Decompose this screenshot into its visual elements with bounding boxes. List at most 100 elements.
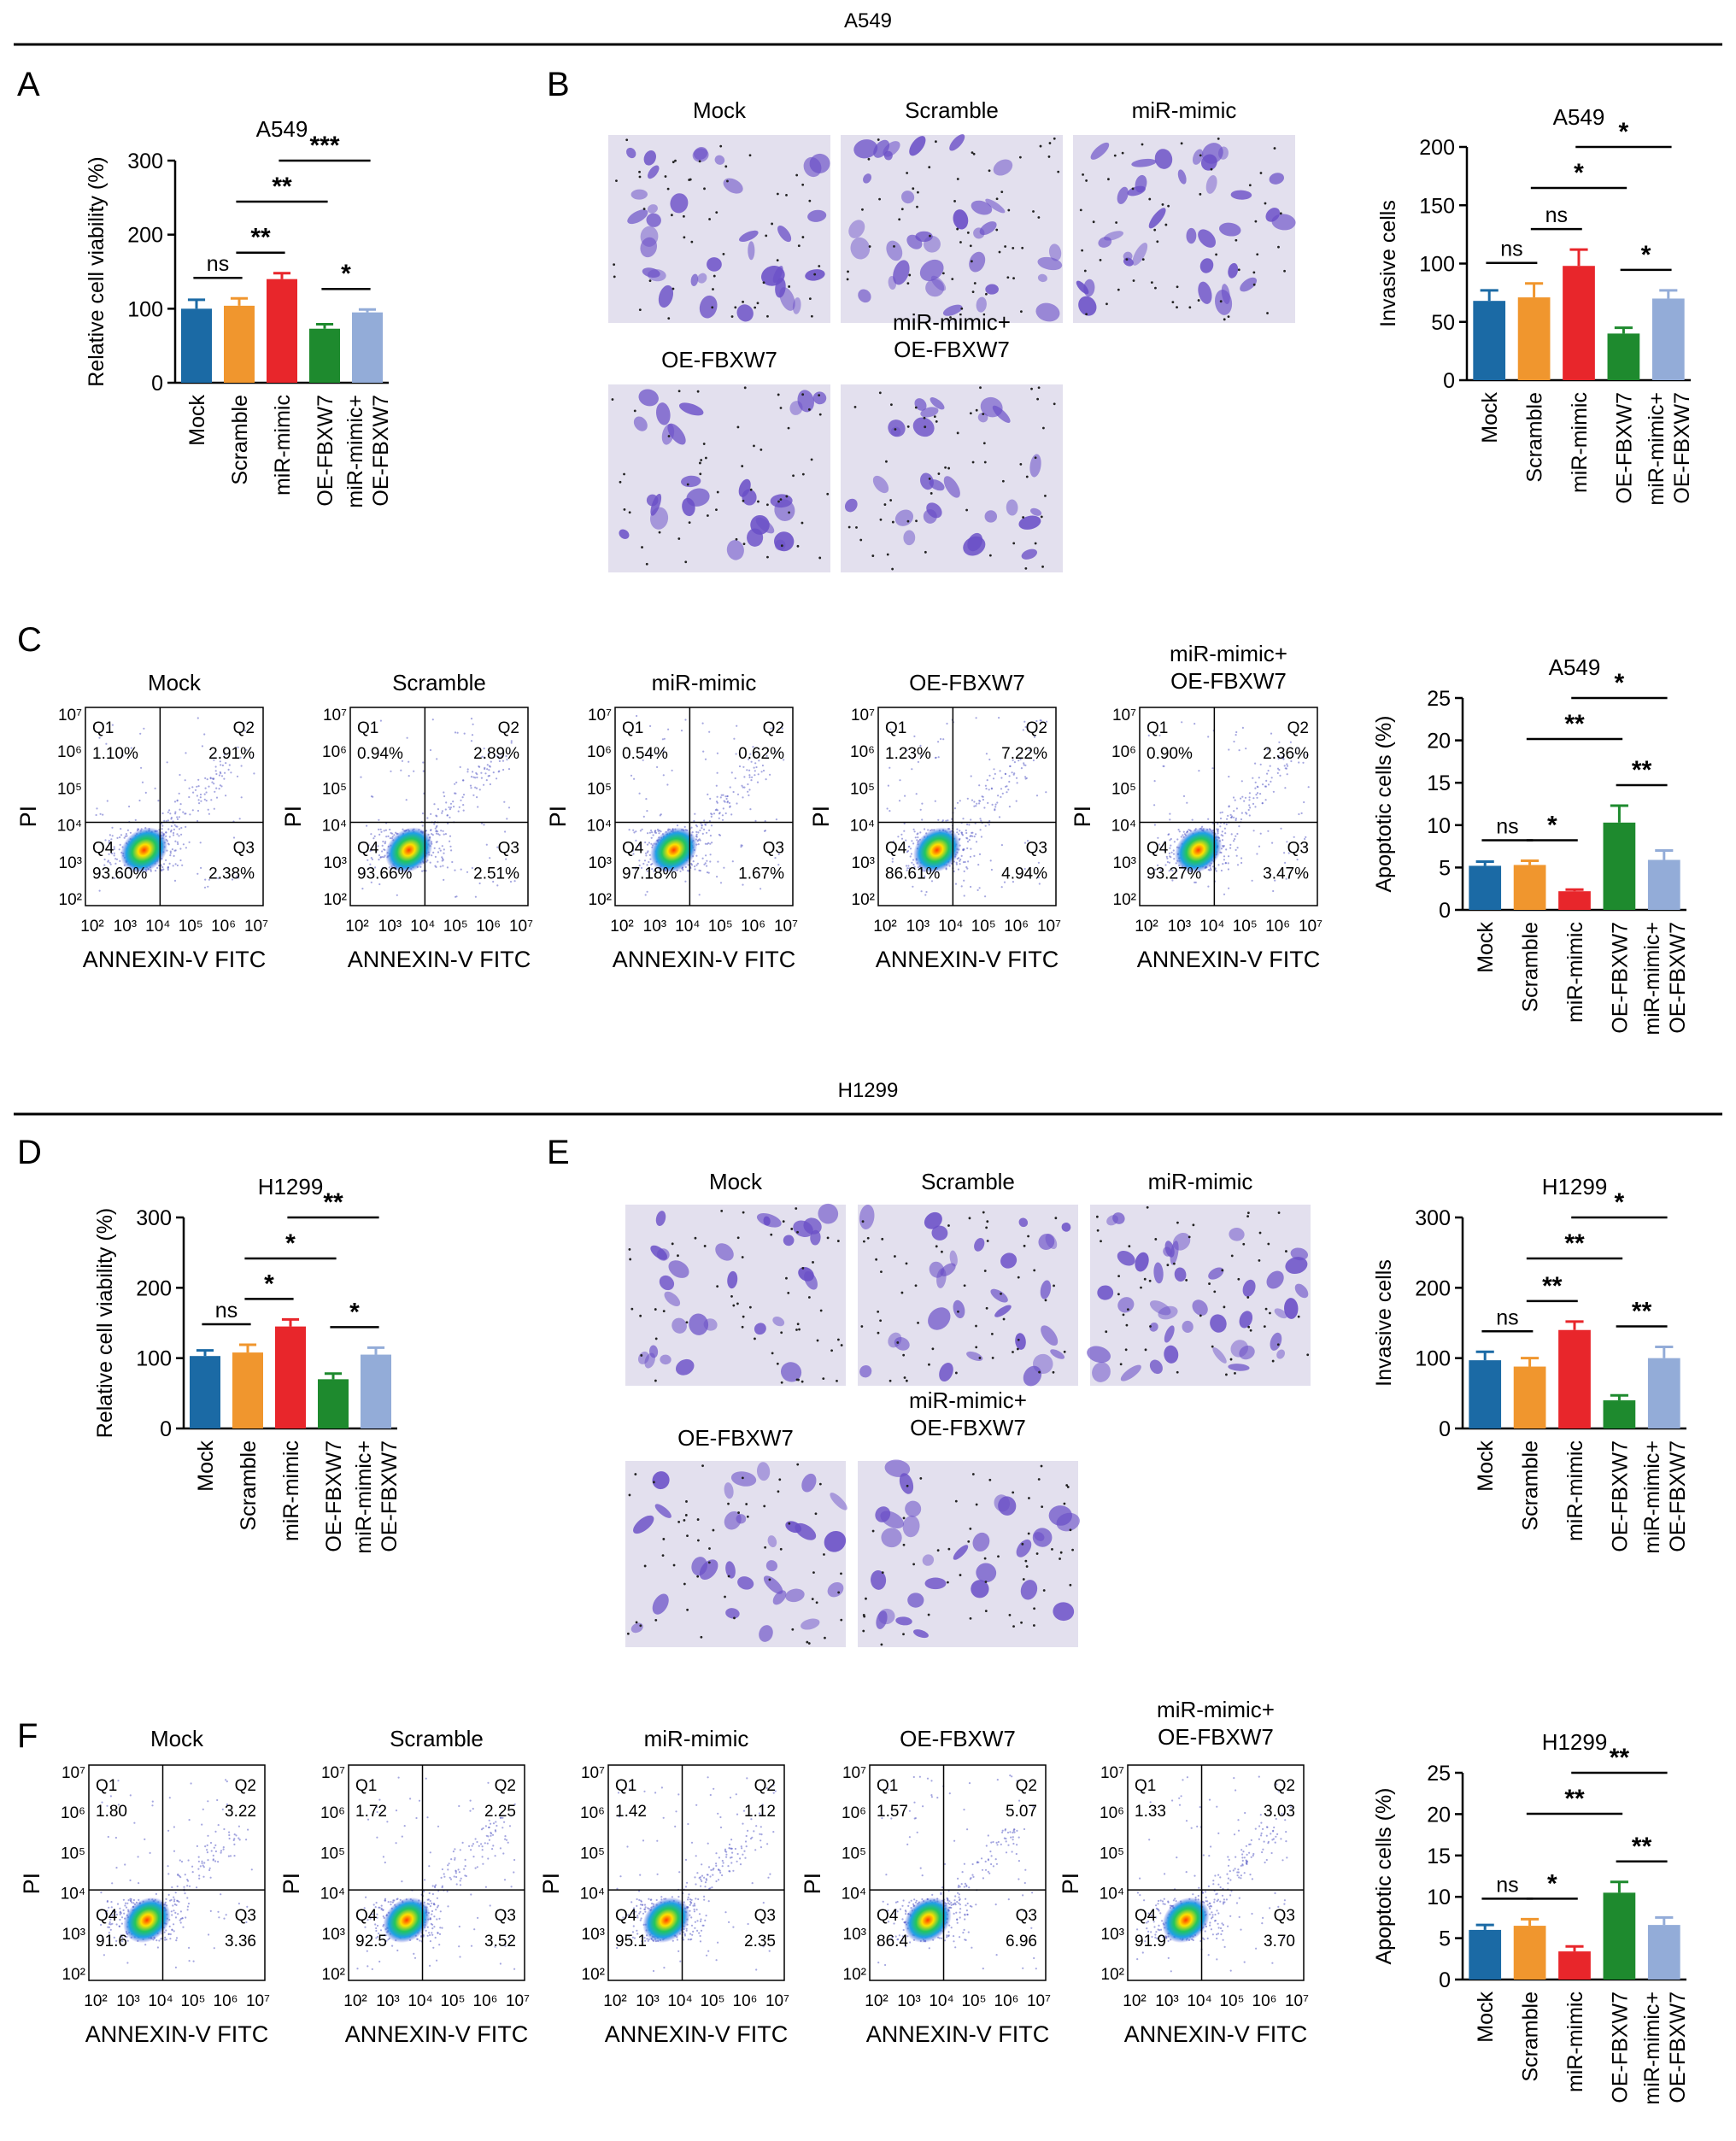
flow-event-dot	[684, 880, 687, 883]
flow-event-dot	[696, 1872, 699, 1874]
flow-event-dot	[178, 816, 180, 818]
flow-event-dot	[734, 777, 736, 780]
membrane-pore	[1037, 216, 1041, 219]
flow-event-dot	[454, 731, 457, 734]
stained-cell	[1149, 1322, 1158, 1332]
flow-event-dot	[732, 1869, 735, 1872]
flow-event-dot	[165, 1898, 167, 1900]
quadrant-value-q2: 5.07	[1006, 1803, 1037, 1821]
flow-event-dot	[376, 1924, 379, 1927]
membrane-pore	[629, 1258, 632, 1261]
membrane-pore	[941, 1250, 943, 1253]
flow-event-dot	[990, 1841, 993, 1844]
membrane-pore	[1141, 258, 1145, 261]
stained-cell	[1090, 142, 1110, 160]
quadrant-label-q1: Q1	[1147, 719, 1168, 737]
flow-event-dot	[438, 1933, 442, 1935]
stained-cell	[1200, 154, 1217, 171]
flow-event-dot	[118, 848, 120, 851]
flow-event-dot	[462, 809, 465, 812]
flow-event-dot	[1252, 830, 1255, 832]
flow-event-dot	[224, 771, 226, 774]
membrane-pore	[879, 518, 883, 521]
flow-event-dot	[186, 1909, 189, 1911]
flow-event-dot	[978, 887, 981, 889]
flow-event-dot	[979, 829, 982, 831]
quadrant-label-q2: Q2	[754, 1777, 776, 1795]
stained-cell	[881, 1528, 902, 1548]
flow-x-tick-label: 10⁴	[667, 1992, 692, 2010]
flow-event-dot	[367, 867, 370, 871]
membrane-pore	[662, 1538, 666, 1540]
flow-event-dot	[474, 895, 478, 898]
flow-event-dot	[203, 1862, 206, 1864]
flow-event-dot	[1023, 1881, 1026, 1885]
flow-event-dot	[379, 828, 382, 830]
flow-event-dot	[484, 1886, 488, 1888]
flow-plot-c-5: miR-mimic+OE-FBXW7Q10.90%Q22.36%Q493.27%…	[1070, 641, 1323, 972]
flow-event-dot	[191, 1865, 194, 1868]
flow-event-dot	[141, 781, 144, 783]
flow-event-dot	[192, 1960, 195, 1962]
flow-y-tick-label: 10³	[582, 1926, 605, 1944]
flow-event-dot	[174, 811, 177, 813]
flow-event-dot	[769, 773, 771, 776]
membrane-pore	[780, 544, 783, 548]
flow-event-dot	[1224, 862, 1227, 865]
flow-plot-title: OE-FBXW7	[1158, 1724, 1274, 1750]
flow-event-dot	[443, 795, 446, 798]
flow-event-dot	[472, 794, 475, 796]
flow-event-dot	[948, 1903, 951, 1905]
membrane-pore	[1051, 1547, 1053, 1551]
stained-cell	[969, 251, 986, 273]
quadrant-label-q2: Q2	[495, 1777, 516, 1795]
flow-event-dot	[452, 1851, 455, 1853]
flow-event-dot	[762, 769, 765, 772]
membrane-pore	[801, 1380, 804, 1383]
membrane-pore	[880, 1270, 883, 1274]
stained-cell	[807, 209, 827, 222]
membrane-pore	[1237, 1277, 1240, 1281]
flow-event-dot	[375, 1902, 378, 1904]
flow-event-dot	[425, 1777, 427, 1780]
membrane-pore	[877, 1310, 880, 1313]
flow-event-dot	[1001, 1831, 1004, 1833]
membrane-pore	[1018, 155, 1022, 159]
flow-event-dot	[772, 1831, 775, 1833]
flow-event-dot	[650, 830, 653, 832]
flow-event-dot	[239, 756, 242, 759]
flow-event-dot	[677, 1896, 680, 1898]
flow-x-tick-label: 10²	[610, 918, 633, 936]
flow-event-dot	[201, 1862, 203, 1864]
membrane-pore	[855, 525, 858, 529]
flow-event-dot	[1001, 792, 1004, 795]
flow-event-dot	[1229, 847, 1232, 849]
flow-event-dot	[723, 866, 725, 869]
membrane-pore	[1246, 1296, 1250, 1299]
flow-event-dot	[364, 1926, 367, 1928]
flow-y-axis-label: PI	[545, 806, 571, 828]
flow-y-tick-label: 10⁵	[1111, 780, 1136, 798]
flow-event-dot	[958, 1902, 960, 1904]
flow-x-tick-label: 10³	[114, 918, 137, 936]
flow-event-dot	[966, 1902, 969, 1905]
membrane-pore	[868, 245, 871, 248]
flow-x-tick-label: 10⁶	[214, 1992, 238, 2010]
membrane-pore	[997, 1555, 1000, 1558]
membrane-pore	[626, 1632, 630, 1635]
membrane-pore	[908, 273, 912, 277]
membrane-pore	[623, 472, 625, 476]
flow-event-dot	[492, 771, 495, 774]
membrane-pore	[871, 554, 875, 557]
membrane-pore	[971, 460, 975, 464]
flow-event-dot	[222, 1846, 225, 1849]
flow-event-dot	[110, 1901, 113, 1903]
flow-event-dot	[1223, 855, 1226, 858]
flow-event-dot	[173, 824, 176, 826]
flow-event-dot	[245, 748, 248, 751]
flow-event-dot	[108, 853, 110, 855]
flow-event-dot	[218, 788, 220, 790]
flow-event-dot	[988, 789, 990, 791]
flow-event-dot	[1272, 790, 1275, 793]
flow-event-dot	[443, 1875, 446, 1878]
